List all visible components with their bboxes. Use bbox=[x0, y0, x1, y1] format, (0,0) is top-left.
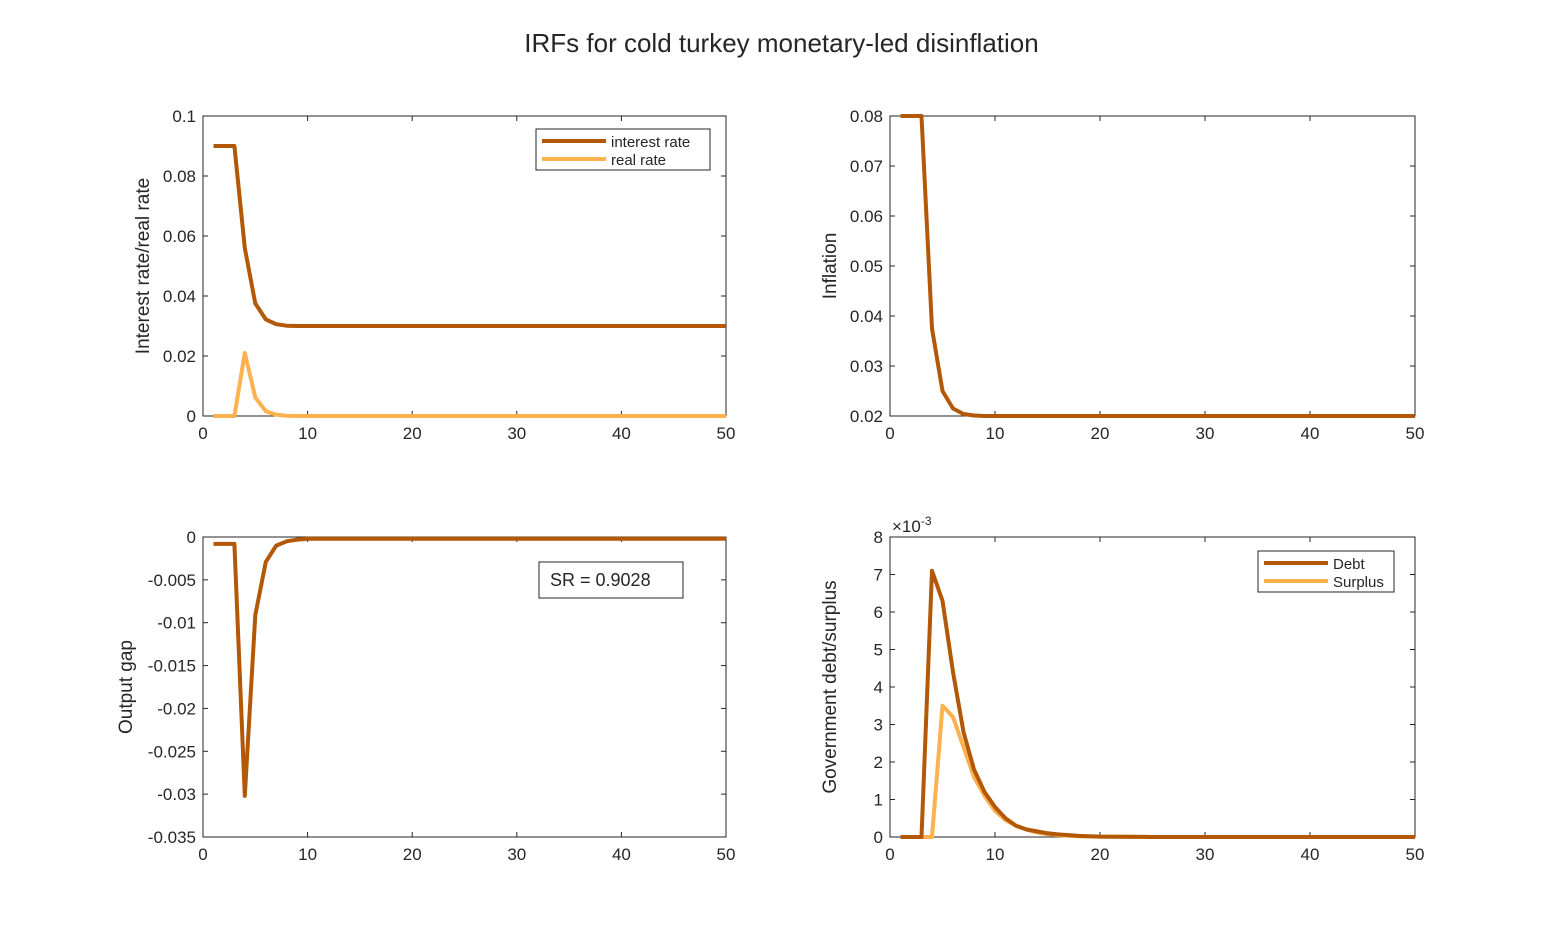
legend-box bbox=[1257, 550, 1395, 593]
x-tick-label: 10 bbox=[986, 424, 1005, 443]
panel-government-debt-surplus: 0 10 20 30 40 50 0 1 2 3 4 5 6 7 8 ×10-3 Government debt… bbox=[820, 514, 1424, 864]
x-tick-label: 30 bbox=[507, 845, 526, 864]
x-tick-label: 0 bbox=[885, 424, 894, 443]
y-exponent-label: ×10-3 bbox=[892, 514, 932, 536]
annotation-text: SR = 0.9028 bbox=[550, 570, 651, 590]
x-tick-label: 50 bbox=[717, 845, 736, 864]
y-tick-label: 8 bbox=[874, 528, 883, 547]
plot-area bbox=[889, 115, 1416, 417]
x-tick-label: 50 bbox=[1406, 845, 1425, 864]
x-tick-label: 20 bbox=[1091, 424, 1110, 443]
y-tick-label: -0.035 bbox=[148, 828, 196, 847]
y-tick-label: 0 bbox=[187, 407, 196, 426]
y-tick-label: 0.04 bbox=[850, 307, 883, 326]
series-line-main bbox=[213, 536, 726, 798]
x-tick-label: 0 bbox=[885, 845, 894, 864]
y-tick-label: 0.08 bbox=[163, 167, 196, 186]
y-tick-label: 0.03 bbox=[850, 357, 883, 376]
y-axis-label: Output gap bbox=[116, 640, 137, 734]
panel-output-gap: 0 10 20 30 40 50 -0.035 -0.03 -0.025 -0.02 -0.015 -… bbox=[116, 528, 735, 864]
panel-inflation: 0 10 20 30 40 50 0.02 0.03 0.04 0.05 0.06 0.07 0.08 I… bbox=[820, 107, 1424, 443]
x-tick-label: 0 bbox=[198, 424, 207, 443]
x-tick-label: 20 bbox=[403, 845, 422, 864]
y-tick-label: 1 bbox=[874, 791, 883, 810]
y-tick-label: 0 bbox=[874, 828, 883, 847]
y-tick-label: -0.02 bbox=[157, 699, 196, 718]
y-tick-label: 7 bbox=[874, 566, 883, 585]
y-tick-label: 0.1 bbox=[172, 107, 196, 126]
y-axis-label: Interest rate/real rate bbox=[133, 178, 154, 354]
y-tick-label: 0.02 bbox=[850, 407, 883, 426]
x-tick-label: 40 bbox=[1301, 424, 1320, 443]
x-tick-label: 10 bbox=[298, 845, 317, 864]
y-tick-label: 0.07 bbox=[850, 157, 883, 176]
panel-interest-rate: 0 10 20 30 40 50 0 0.02 0.04 0.06 0.08 0.1 Interest … bbox=[133, 107, 735, 443]
series-line-real-rate bbox=[213, 351, 726, 418]
y-tick-label: -0.03 bbox=[157, 785, 196, 804]
y-tick-label: 0.05 bbox=[850, 257, 883, 276]
y-tick-label: 0.08 bbox=[850, 107, 883, 126]
x-tick-label: 20 bbox=[1091, 845, 1110, 864]
y-tick-label: 0 bbox=[187, 528, 196, 547]
legend-label: Surplus bbox=[1333, 574, 1384, 591]
x-tick-label: 50 bbox=[1406, 424, 1425, 443]
annotation-box bbox=[538, 561, 684, 599]
x-tick-label: 40 bbox=[1301, 845, 1320, 864]
y-tick-label: -0.01 bbox=[157, 614, 196, 633]
y-tick-label: 0.06 bbox=[850, 207, 883, 226]
y-tick-label: 0.04 bbox=[163, 287, 196, 306]
x-tick-label: 50 bbox=[717, 424, 736, 443]
x-tick-label: 0 bbox=[198, 845, 207, 864]
y-tick-label: 2 bbox=[874, 753, 883, 772]
y-tick-label: 5 bbox=[874, 641, 883, 660]
y-exponent-power: -3 bbox=[921, 514, 932, 528]
legend-label: interest rate bbox=[611, 134, 690, 151]
y-tick-label: 0.06 bbox=[163, 227, 196, 246]
x-tick-label: 10 bbox=[986, 845, 1005, 864]
x-tick-label: 30 bbox=[507, 424, 526, 443]
legend-label: Debt bbox=[1333, 556, 1366, 573]
series-line-debt bbox=[900, 568, 1415, 839]
legend-box bbox=[535, 128, 711, 171]
y-tick-label: 0.02 bbox=[163, 347, 196, 366]
y-axis-label: Government debt/surplus bbox=[820, 580, 841, 793]
y-tick-label: 3 bbox=[874, 716, 883, 735]
y-axis-label: Inflation bbox=[820, 233, 841, 300]
x-tick-label: 10 bbox=[298, 424, 317, 443]
y-tick-label: 6 bbox=[874, 603, 883, 622]
y-tick-label: 4 bbox=[874, 678, 883, 697]
y-tick-label: -0.005 bbox=[148, 571, 196, 590]
figure-title: IRFs for cold turkey monetary-led disinf… bbox=[524, 28, 1039, 58]
y-tick-label: -0.025 bbox=[148, 742, 196, 761]
y-tick-label: -0.015 bbox=[148, 657, 196, 676]
legend-label: real rate bbox=[611, 152, 666, 169]
series-line-main bbox=[900, 114, 1415, 418]
series-line-interest-rate bbox=[213, 144, 726, 328]
x-tick-label: 40 bbox=[612, 845, 631, 864]
x-tick-label: 40 bbox=[612, 424, 631, 443]
x-tick-label: 30 bbox=[1196, 424, 1215, 443]
x-tick-label: 30 bbox=[1196, 845, 1215, 864]
x-tick-label: 20 bbox=[403, 424, 422, 443]
